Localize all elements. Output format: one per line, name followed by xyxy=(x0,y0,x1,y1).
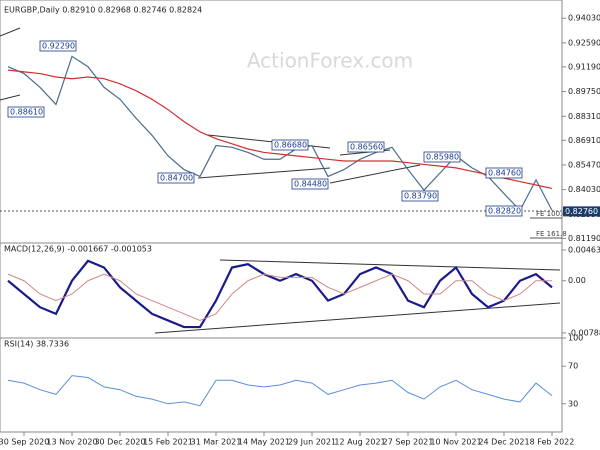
x-tick-label: 30 Dec 2020 xyxy=(94,438,145,447)
y-tick-label: 0.00 xyxy=(568,276,586,285)
current-price-box xyxy=(563,206,600,217)
current-price-label: 0.82760 xyxy=(565,207,598,216)
trend-line xyxy=(0,94,21,101)
annotation-box xyxy=(485,205,523,217)
annotation-box xyxy=(347,141,385,153)
y-tick-label: 0.92590 xyxy=(568,38,600,47)
x-tick-label: 15 Feb 2021 xyxy=(143,438,193,447)
annotation: 0.86560 xyxy=(350,143,383,152)
trend-line xyxy=(154,302,561,334)
annotation: 0.88610 xyxy=(10,108,43,117)
annotation-box xyxy=(401,190,439,202)
annotation: FE 100.0 xyxy=(536,210,567,218)
x-tick-label: 29 Jun 2021 xyxy=(288,438,336,447)
trend-line xyxy=(329,164,421,184)
y-tick-label: 0.89750 xyxy=(568,87,600,96)
series-line xyxy=(7,69,553,190)
x-tick-label: 30 Sep 2020 xyxy=(0,438,49,447)
annotation: 0.84760 xyxy=(488,169,521,178)
trend-line xyxy=(219,259,561,271)
x-tick-label: 27 Sep 2021 xyxy=(383,438,434,447)
y-tick-label: 30 xyxy=(568,399,578,408)
annotation: 0.84700 xyxy=(160,174,193,183)
panel-title: RSI(14) 38.7336 xyxy=(4,340,69,349)
x-tick-label: 12 Aug 2021 xyxy=(334,438,385,447)
x-tick-label: 10 Nov 2021 xyxy=(430,438,481,447)
annotation: 0.83790 xyxy=(404,192,437,201)
x-tick-label: 8 Feb 2022 xyxy=(530,438,575,447)
annotation: 0.86680 xyxy=(274,141,307,150)
x-tick-label: 14 May 2021 xyxy=(238,438,290,447)
annotation: 0.92290 xyxy=(42,42,75,51)
annotation-box xyxy=(7,106,45,118)
annotation-box xyxy=(157,172,195,184)
series-line xyxy=(7,55,553,212)
annotation-box xyxy=(39,40,77,52)
panel-title: EURGBP,Daily 0.82910 0.82968 0.82746 0.8… xyxy=(4,6,202,15)
y-tick-label: 0.81190 xyxy=(568,234,600,243)
y-tick-label: 0.84030 xyxy=(568,185,600,194)
y-tick-label: 0.94030 xyxy=(568,14,600,23)
annotation-box xyxy=(271,139,309,151)
series-line xyxy=(7,375,553,407)
x-tick-label: 24 Dec 2021 xyxy=(478,438,529,447)
trend-line xyxy=(0,27,21,37)
y-tick-label: 100 xyxy=(568,334,583,343)
annotation-box xyxy=(485,167,523,179)
annotation-box xyxy=(423,151,461,163)
annotation-box xyxy=(291,178,329,190)
y-tick-label: 0.88310 xyxy=(568,112,600,121)
y-tick-label: 0.91190 xyxy=(568,62,600,71)
y-tick-label: 0.86910 xyxy=(568,136,600,145)
trend-line xyxy=(197,167,331,179)
annotation: 0.84480 xyxy=(294,180,327,189)
annotation: FE 161.8 xyxy=(536,230,567,238)
panel-title: MACD(12,26,9) -0.001667 -0.001053 xyxy=(4,245,152,254)
y-tick-label: 0.85470 xyxy=(568,160,600,169)
y-tick-label: 0.004635 xyxy=(568,246,600,255)
annotation: 0.82820 xyxy=(488,207,521,216)
plot-frame xyxy=(0,0,563,433)
x-tick-label: 13 Nov 2020 xyxy=(46,438,97,447)
series-line xyxy=(7,273,552,321)
x-tick-label: 31 Mar 2021 xyxy=(191,438,242,447)
watermark: ActionForex.com xyxy=(247,49,413,73)
y-tick-label: -0.007886 xyxy=(568,328,600,337)
y-tick-label: 70 xyxy=(568,362,578,371)
series-line xyxy=(7,259,553,329)
annotation: 0.85980 xyxy=(426,153,459,162)
